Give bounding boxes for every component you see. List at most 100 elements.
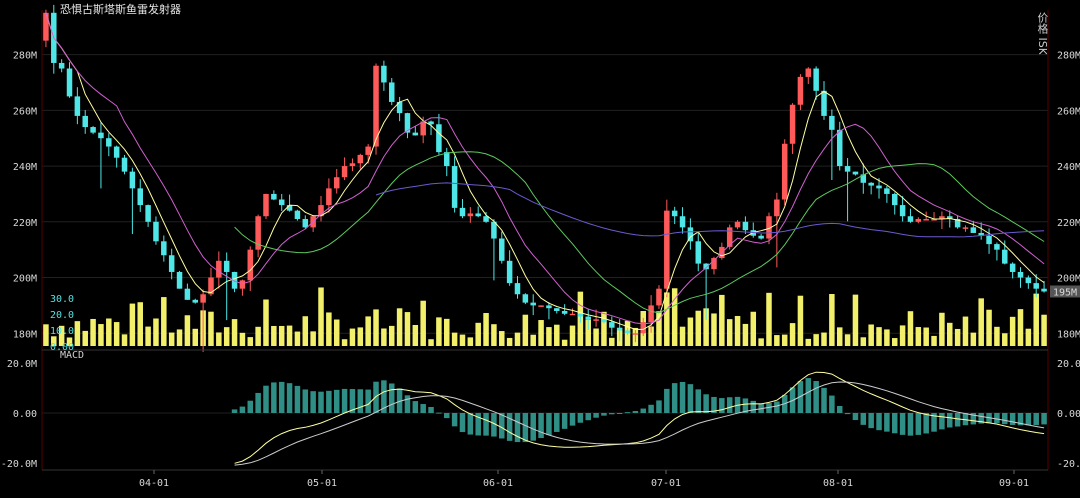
volume-bar (428, 339, 434, 346)
x-tick-label: 07-01 (651, 478, 681, 489)
volume-bar (664, 292, 670, 346)
price-tick-left: 180M (13, 329, 37, 340)
macd-bar (1017, 413, 1024, 426)
candle-body (907, 216, 914, 222)
volume-bar (326, 312, 332, 346)
x-tick-label: 05-01 (307, 478, 337, 489)
candle-body (970, 227, 977, 233)
candle-body (263, 193, 269, 217)
candle-body (530, 302, 536, 306)
candle-body (766, 216, 772, 239)
ma10-line (45, 12, 1045, 325)
macd-bar (381, 380, 387, 413)
macd-bar (546, 413, 552, 436)
macd-bar (703, 394, 709, 413)
candle-body (192, 299, 199, 303)
volume-bar (113, 322, 120, 346)
volume-bar (986, 309, 992, 346)
candle-body (671, 210, 678, 217)
macd-bar (514, 413, 521, 443)
volume-bar (176, 329, 183, 346)
candle-body (781, 143, 788, 200)
macd-bar (711, 396, 717, 413)
macd-bar (962, 413, 969, 426)
candle-body (74, 96, 81, 116)
volume-bar (412, 324, 419, 346)
volume-bar (585, 319, 591, 346)
macd-bar (679, 381, 686, 413)
volume-bar (868, 324, 874, 346)
candle-body (805, 68, 812, 77)
macd-lines (234, 371, 1045, 466)
volume-bar (451, 332, 458, 346)
volume-bar (216, 332, 222, 346)
macd-bar (601, 413, 607, 416)
volume-bar (1041, 314, 1047, 346)
volume-bar (884, 329, 890, 346)
volume-bar (530, 334, 536, 346)
volume-bar (939, 312, 945, 346)
macd-bar (648, 404, 654, 413)
volume-bar (601, 311, 607, 346)
price-tick-left: 200M (13, 274, 37, 285)
volume-bar (514, 332, 521, 346)
volume-bar (852, 294, 859, 346)
macd-bar (939, 413, 945, 430)
candle-body (711, 258, 717, 270)
price-tick-left: 240M (13, 162, 37, 173)
volume-bar (357, 327, 364, 346)
candle-body (585, 316, 591, 320)
macd-bar (632, 411, 639, 413)
axis-labels: 180M 180M 200M 200M 220M 220M 240M 240M 260M 260M… (1, 51, 1080, 489)
volume-bar (396, 308, 403, 346)
macd-bar (876, 413, 882, 431)
volume-bar (153, 318, 159, 346)
macd-bar (333, 389, 340, 413)
candle-body (113, 146, 120, 158)
candle-body (813, 68, 819, 91)
macd-bar (1002, 413, 1008, 425)
volume-bar (750, 311, 757, 346)
volume-bar (491, 324, 497, 346)
candle-body (90, 127, 96, 133)
candle-body (1002, 249, 1008, 264)
candle-body (326, 188, 332, 206)
candle-body (939, 216, 945, 220)
candle-body (868, 182, 874, 186)
macd-bar (923, 413, 929, 434)
volume-bar (554, 324, 560, 346)
macd-bar (349, 389, 356, 413)
candle-body (66, 68, 73, 97)
macd-bar (451, 413, 458, 427)
volume-bar (962, 316, 969, 346)
volume-bar (388, 325, 395, 346)
volume-bar (420, 300, 426, 346)
macd-bar (475, 413, 481, 436)
macd-bar (420, 404, 426, 413)
ma60-line (375, 182, 1045, 238)
macd-bar (255, 392, 261, 413)
price-tick-right: 180M (1057, 329, 1080, 340)
candle-body (58, 62, 65, 69)
candle-body (145, 205, 151, 222)
candle-body (679, 216, 686, 228)
macd-bar (1009, 413, 1016, 425)
macd-tick-right: -20.0M (1057, 459, 1080, 470)
volume-bar (593, 328, 599, 346)
volume-bar (695, 310, 702, 346)
macd-bar (357, 389, 364, 413)
candle-body (286, 205, 293, 211)
candle-body (349, 163, 356, 167)
volume-bar (168, 332, 175, 346)
price-tick-right: 220M (1057, 218, 1080, 229)
volume-bar (758, 338, 764, 346)
volume-bar (931, 335, 937, 346)
price-tick-right: 260M (1057, 106, 1080, 117)
volume-bar (797, 295, 804, 346)
candle-body (734, 221, 741, 228)
candle-body (475, 213, 481, 217)
moving-averages (45, 12, 1045, 330)
volume-bar (278, 325, 285, 346)
macd-bar (271, 382, 277, 413)
candle-body (208, 277, 214, 295)
